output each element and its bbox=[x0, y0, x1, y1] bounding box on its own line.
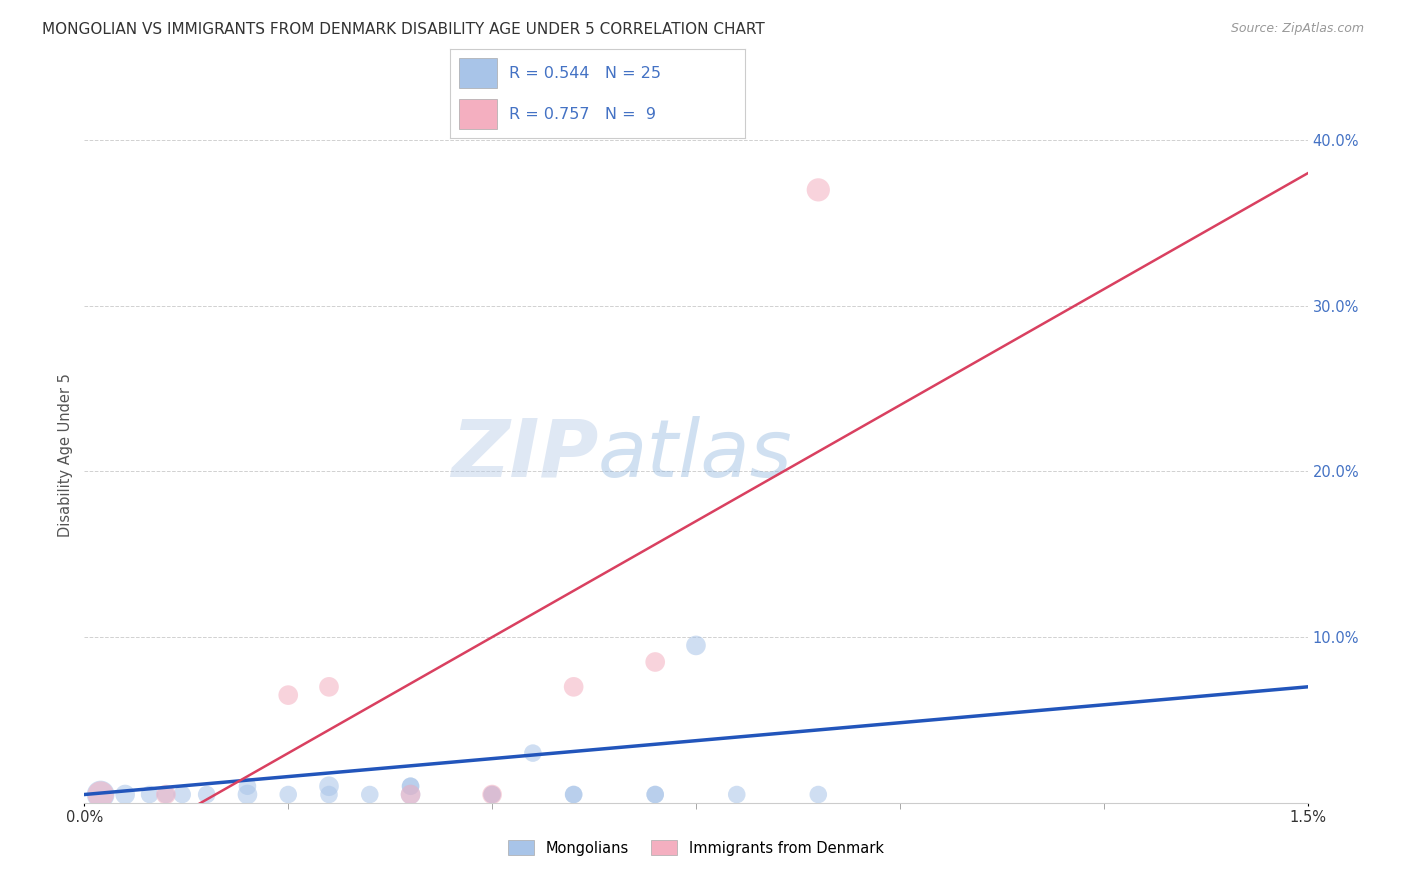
Point bbox=[399, 779, 422, 793]
Point bbox=[644, 788, 666, 802]
Point bbox=[807, 788, 830, 802]
Point bbox=[481, 788, 503, 802]
Point bbox=[807, 183, 830, 197]
Y-axis label: Disability Age Under 5: Disability Age Under 5 bbox=[58, 373, 73, 537]
Point bbox=[277, 788, 299, 802]
Point bbox=[236, 779, 259, 793]
Point bbox=[90, 788, 112, 802]
Legend: Mongolians, Immigrants from Denmark: Mongolians, Immigrants from Denmark bbox=[502, 835, 890, 862]
Text: Source: ZipAtlas.com: Source: ZipAtlas.com bbox=[1230, 22, 1364, 36]
Point bbox=[562, 680, 585, 694]
Point bbox=[522, 746, 544, 760]
FancyBboxPatch shape bbox=[458, 99, 498, 129]
Point bbox=[644, 788, 666, 802]
Point bbox=[481, 788, 503, 802]
Text: atlas: atlas bbox=[598, 416, 793, 494]
Point bbox=[90, 788, 112, 802]
Text: R = 0.757   N =  9: R = 0.757 N = 9 bbox=[509, 107, 657, 121]
Point bbox=[685, 639, 707, 653]
FancyBboxPatch shape bbox=[458, 58, 498, 88]
Point bbox=[562, 788, 585, 802]
Point bbox=[318, 680, 340, 694]
Point bbox=[236, 788, 259, 802]
Point bbox=[562, 788, 585, 802]
Point bbox=[318, 779, 340, 793]
Point bbox=[277, 688, 299, 702]
Point bbox=[399, 788, 422, 802]
Text: ZIP: ZIP bbox=[451, 416, 598, 494]
Point bbox=[399, 779, 422, 793]
Point bbox=[725, 788, 748, 802]
Point bbox=[155, 788, 177, 802]
Point bbox=[359, 788, 381, 802]
Point bbox=[195, 788, 218, 802]
Point bbox=[644, 655, 666, 669]
Point bbox=[114, 788, 136, 802]
Point bbox=[155, 788, 177, 802]
Point bbox=[318, 788, 340, 802]
Point bbox=[481, 788, 503, 802]
Text: MONGOLIAN VS IMMIGRANTS FROM DENMARK DISABILITY AGE UNDER 5 CORRELATION CHART: MONGOLIAN VS IMMIGRANTS FROM DENMARK DIS… bbox=[42, 22, 765, 37]
Text: R = 0.544   N = 25: R = 0.544 N = 25 bbox=[509, 66, 661, 80]
Point bbox=[138, 788, 160, 802]
Point bbox=[172, 788, 194, 802]
Point bbox=[399, 788, 422, 802]
